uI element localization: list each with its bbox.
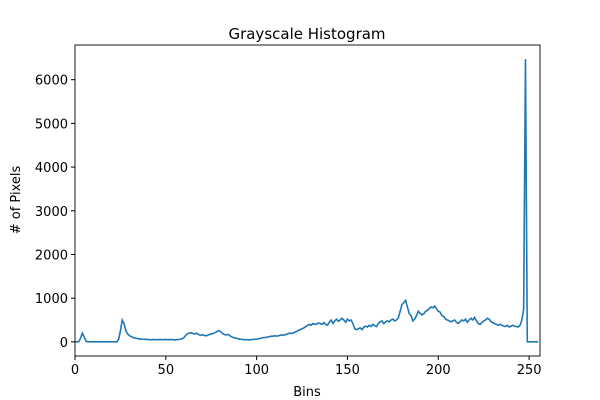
y-tick-label: 1000 — [35, 292, 68, 307]
y-tick-label: 4000 — [35, 161, 68, 176]
x-tick-label: 150 — [335, 363, 360, 378]
y-tick-label: 5000 — [35, 117, 68, 132]
x-tick-label: 250 — [517, 363, 542, 378]
x-tick-label: 50 — [158, 363, 175, 378]
x-tick-label: 100 — [244, 363, 269, 378]
data-line — [75, 59, 539, 343]
y-tick-label: 0 — [60, 336, 68, 351]
y-axis-label: # of Pixels — [9, 166, 24, 235]
y-tick-label: 6000 — [35, 74, 68, 89]
x-tick-label: 200 — [426, 363, 451, 378]
y-tick-label: 2000 — [35, 248, 68, 263]
chart-title: Grayscale Histogram — [228, 25, 385, 43]
x-axis-label: Bins — [293, 385, 321, 400]
y-tick-label: 3000 — [35, 205, 68, 220]
x-tick-label: 0 — [71, 363, 79, 378]
plot-frame — [74, 44, 541, 357]
